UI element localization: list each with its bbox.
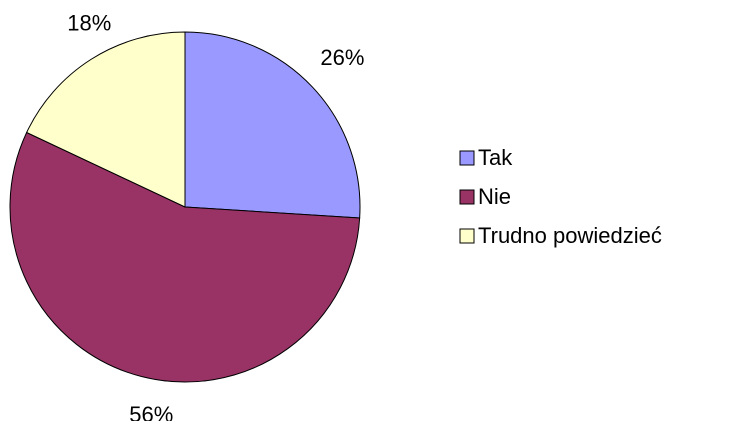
- pie-slice: [184, 31, 361, 219]
- pie-slice: [9, 131, 361, 383]
- legend-label: Tak: [478, 145, 513, 170]
- slice-label: 26%: [320, 45, 364, 70]
- legend-swatch: [459, 189, 475, 205]
- legend-label: Trudno powiedzieć: [478, 223, 662, 248]
- legend-swatch: [459, 150, 475, 166]
- pie-slice: [25, 31, 186, 208]
- legend-swatch: [459, 228, 475, 244]
- slice-label: 18%: [67, 10, 111, 35]
- legend-label: Nie: [478, 184, 511, 209]
- slice-label: 56%: [129, 402, 173, 421]
